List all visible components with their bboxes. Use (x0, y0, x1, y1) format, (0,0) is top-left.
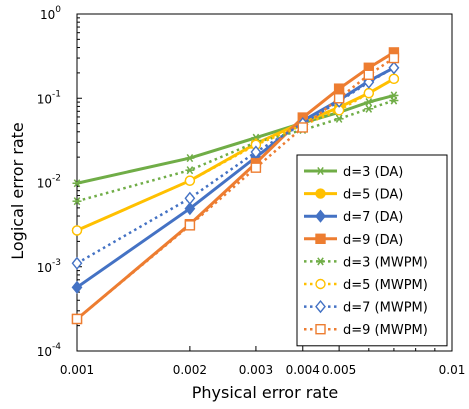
data-point (315, 299, 326, 314)
legend-box (296, 154, 448, 347)
data-point (389, 96, 399, 105)
legend-label: d=5 (MWPM) (343, 278, 428, 293)
legend-label: d=3 (MWPM) (343, 255, 428, 270)
data-point (364, 104, 374, 113)
data-point (315, 278, 326, 290)
x-tick-label: 0.002 (173, 363, 207, 377)
data-point (71, 256, 83, 270)
data-point (184, 191, 196, 205)
y-tick-label: 10-3 (37, 258, 61, 275)
data-point (364, 98, 374, 107)
y-tick-label: 10-4 (37, 342, 62, 359)
legend-label: d=3 (DA) (343, 165, 403, 180)
data-point (250, 162, 262, 173)
data-point (72, 197, 82, 206)
y-tick-label: 10-2 (37, 174, 61, 191)
legend-item: d=5 (DA) (304, 188, 403, 203)
legend-item: d=9 (MWPM) (304, 323, 428, 338)
y-axis-ticks: 10-4 10-3 10-2 10-1 100 (37, 5, 82, 359)
data-point (316, 257, 325, 266)
legend-item: d=7 (DA) (304, 209, 403, 225)
data-point (185, 166, 195, 175)
data-point (315, 233, 326, 245)
data-point (184, 220, 196, 231)
data-point (315, 209, 326, 223)
data-point (315, 188, 326, 199)
legend-item: d=3 (DA) (304, 165, 403, 180)
legend-label: d=9 (MWPM) (343, 323, 428, 338)
data-point (316, 166, 325, 176)
legend-item: d=5 (MWPM) (304, 278, 428, 293)
data-point (333, 93, 345, 104)
y-tick-label: 10-1 (37, 89, 61, 106)
x-tick-label: 0.01 (439, 363, 466, 377)
data-point (71, 225, 83, 236)
data-point (184, 201, 196, 216)
y-tick-label: 100 (40, 5, 61, 22)
x-axis-ticks: 0.001 0.002 0.003 0.004 0.005 0.01 (60, 346, 466, 377)
data-point (363, 69, 375, 80)
data-point (250, 145, 262, 159)
data-point (388, 52, 400, 64)
data-point (334, 114, 344, 123)
data-point (388, 61, 400, 75)
x-tick-label: 0.005 (322, 363, 356, 377)
x-tick-label: 0.001 (60, 363, 94, 377)
y-axis-title: Logical error rate (8, 122, 27, 259)
legend-item: d=3 (MWPM) (304, 255, 428, 270)
legend-item: d=7 (MWPM) (304, 299, 428, 316)
x-tick-label: 0.003 (239, 363, 273, 377)
series-layer (71, 47, 400, 325)
series-8 (71, 52, 400, 325)
x-tick-label: 0.004 (286, 363, 320, 377)
data-point (388, 73, 400, 85)
legend-label: d=5 (DA) (343, 188, 403, 203)
legend-item: d=9 (DA) (304, 233, 403, 248)
legend-label: d=9 (DA) (343, 233, 403, 248)
legend-label: d=7 (DA) (343, 210, 403, 225)
data-point (72, 179, 82, 188)
data-point (71, 313, 83, 325)
data-point (185, 154, 195, 163)
data-point (184, 175, 196, 186)
data-point (389, 91, 399, 100)
x-axis-title: Physical error rate (192, 383, 339, 402)
data-point (71, 280, 83, 294)
data-point (363, 87, 375, 99)
legend: d=3 (DA) d=5 (DA) d=7 (DA) d=9 (DA) d=3 (MWP… (296, 154, 448, 347)
data-point (297, 122, 308, 133)
legend-label: d=7 (MWPM) (343, 301, 428, 316)
data-point (315, 324, 326, 335)
data-point (333, 83, 345, 94)
